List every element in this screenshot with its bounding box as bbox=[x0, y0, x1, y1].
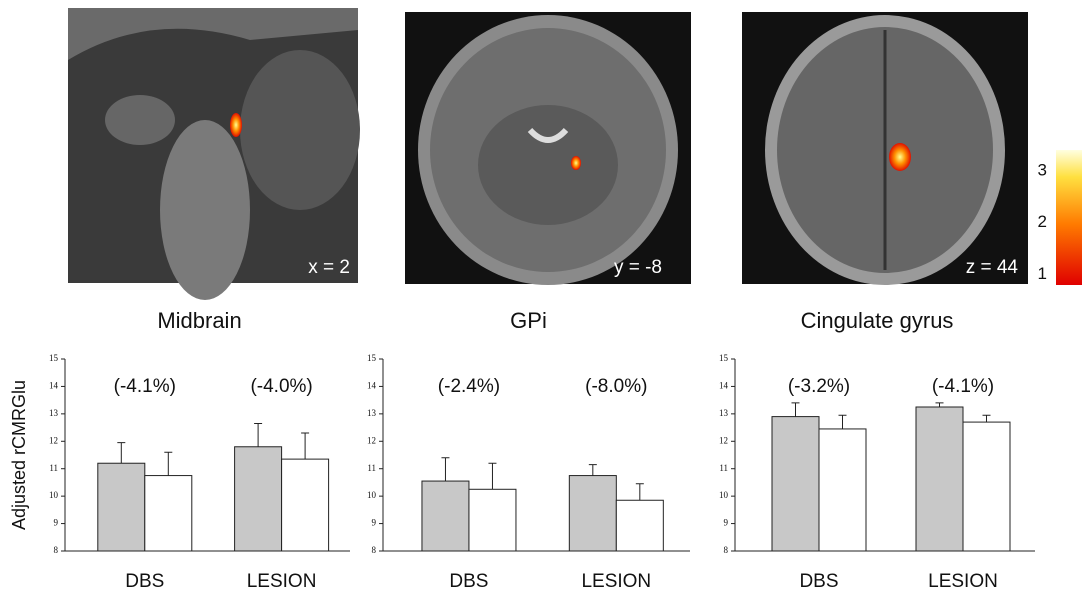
error-bar bbox=[589, 465, 597, 476]
y-tick-label: 13 bbox=[49, 408, 59, 418]
y-tick-label: 14 bbox=[719, 380, 729, 390]
y-tick-label: 11 bbox=[367, 463, 376, 473]
annotation: (-4.0%) bbox=[250, 376, 312, 397]
bar bbox=[469, 489, 516, 551]
error-bar bbox=[983, 415, 991, 422]
y-tick-label: 11 bbox=[719, 463, 728, 473]
annotation: (-4.1%) bbox=[932, 376, 994, 397]
bar bbox=[422, 481, 469, 551]
error-bar bbox=[488, 463, 496, 489]
bar bbox=[616, 500, 663, 551]
figure: x = 2y = -8z = 44123MidbrainAdjusted rCM… bbox=[0, 0, 1085, 595]
error-bar bbox=[441, 458, 449, 481]
error-bar bbox=[636, 484, 644, 500]
error-bar bbox=[254, 423, 262, 446]
y-tick-label: 8 bbox=[724, 545, 729, 555]
brain-image-coronal bbox=[405, 12, 691, 285]
slice-coordinate: y = -8 bbox=[614, 257, 662, 278]
y-tick-label: 9 bbox=[724, 518, 729, 528]
x-tick-label: LESION bbox=[581, 571, 651, 592]
y-tick-label: 8 bbox=[54, 545, 59, 555]
x-tick-label: LESION bbox=[247, 571, 317, 592]
y-tick-label: 15 bbox=[719, 353, 729, 363]
y-tick-label: 12 bbox=[719, 435, 728, 445]
y-tick-label: 10 bbox=[49, 490, 59, 500]
bar bbox=[569, 476, 616, 551]
brain-image-axial bbox=[742, 12, 1028, 285]
bar bbox=[98, 463, 145, 551]
y-tick-label: 15 bbox=[49, 353, 59, 363]
y-tick-label: 9 bbox=[372, 518, 377, 528]
colorbar bbox=[1056, 150, 1082, 285]
x-tick-label: DBS bbox=[799, 571, 838, 592]
bar bbox=[235, 447, 282, 551]
y-axis-label: Adjusted rCMRGlu bbox=[9, 380, 29, 530]
chart-title: Cingulate gyrus bbox=[801, 308, 954, 333]
y-tick-label: 13 bbox=[367, 408, 377, 418]
bar bbox=[963, 422, 1010, 551]
x-tick-label: DBS bbox=[449, 571, 488, 592]
y-tick-label: 14 bbox=[49, 380, 59, 390]
annotation: (-8.0%) bbox=[585, 376, 647, 397]
y-tick-label: 15 bbox=[367, 353, 377, 363]
bar bbox=[819, 429, 866, 551]
y-tick-label: 9 bbox=[54, 518, 59, 528]
y-tick-label: 11 bbox=[49, 463, 58, 473]
colorbar-tick-label: 2 bbox=[1038, 212, 1047, 231]
bar bbox=[145, 476, 192, 551]
x-tick-label: DBS bbox=[125, 571, 164, 592]
y-tick-label: 12 bbox=[367, 435, 376, 445]
colorbar-tick-label: 1 bbox=[1038, 264, 1047, 283]
error-bar bbox=[301, 433, 309, 459]
y-tick-label: 12 bbox=[49, 435, 58, 445]
error-bar bbox=[936, 403, 944, 407]
slice-coordinate: z = 44 bbox=[966, 257, 1019, 278]
chart-title: Midbrain bbox=[157, 308, 241, 333]
x-tick-label: LESION bbox=[928, 571, 998, 592]
bar bbox=[772, 417, 819, 551]
colorbar-tick-label: 3 bbox=[1038, 160, 1047, 179]
bar bbox=[282, 459, 329, 551]
error-bar bbox=[117, 443, 125, 464]
y-tick-label: 10 bbox=[367, 490, 377, 500]
y-tick-label: 10 bbox=[719, 490, 729, 500]
bar bbox=[916, 407, 963, 551]
annotation: (-3.2%) bbox=[788, 376, 850, 397]
y-tick-label: 13 bbox=[719, 408, 729, 418]
annotation: (-2.4%) bbox=[438, 376, 500, 397]
chart-title: GPi bbox=[510, 308, 547, 333]
slice-coordinate: x = 2 bbox=[308, 257, 350, 278]
y-tick-label: 14 bbox=[367, 380, 377, 390]
error-bar bbox=[164, 452, 172, 475]
y-tick-label: 8 bbox=[372, 545, 377, 555]
error-bar bbox=[839, 415, 847, 429]
annotation: (-4.1%) bbox=[114, 376, 176, 397]
error-bar bbox=[792, 403, 800, 417]
